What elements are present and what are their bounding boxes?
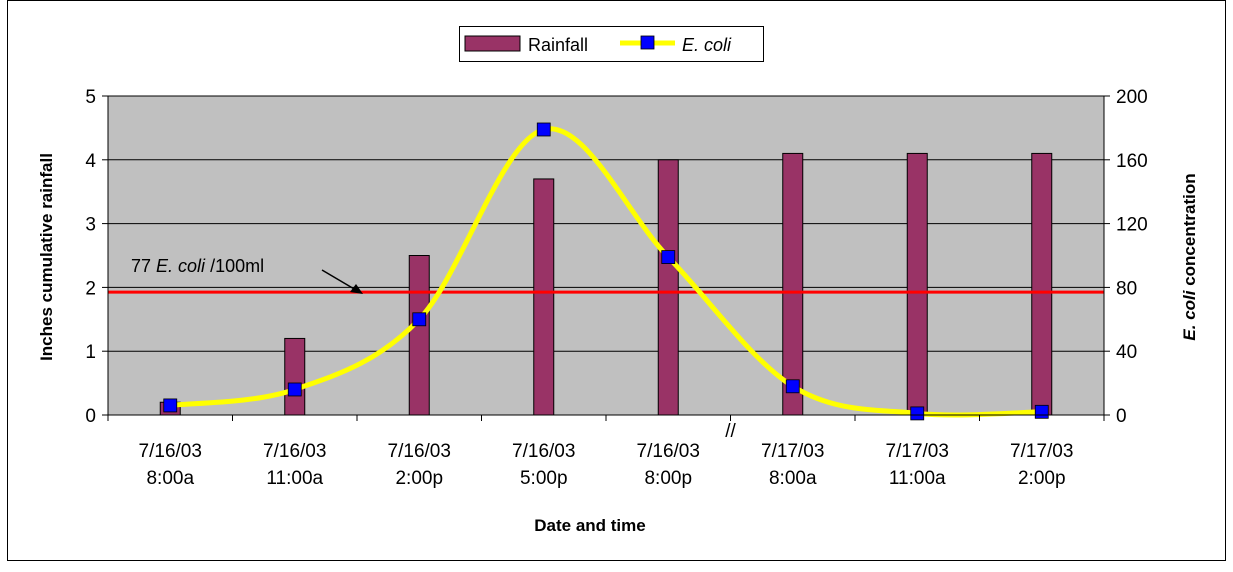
x-axis-title: Date and time [534, 516, 645, 535]
legend-label-ecoli: E. coli [682, 35, 732, 55]
legend-label-rainfall: Rainfall [528, 35, 588, 55]
ecoli-series-line [169, 126, 1042, 418]
right-axis-title-italic: E. coli [1180, 289, 1199, 340]
x-tick-label-line: 5:00p [520, 468, 568, 489]
ecoli-marker [163, 398, 178, 413]
left-tick-label: 0 [85, 406, 96, 427]
left-tick-label: 5 [85, 87, 96, 108]
x-tick-label-line: 8:00a [769, 468, 817, 489]
x-tick-label-line: 8:00a [146, 468, 194, 489]
annotation-prefix: 77 [131, 256, 156, 276]
x-tick-label: 7/16/03 8:00p [637, 441, 700, 489]
left-tick-label: 1 [85, 342, 96, 363]
rainfall-bar [782, 152, 804, 416]
legend-swatch-ecoli-marker [640, 35, 655, 50]
x-tick-label-line: 2:00p [1018, 468, 1066, 489]
plot-area [107, 95, 1105, 416]
rainfall-bar [408, 255, 430, 416]
x-tick-label-line: 7/16/03 [388, 441, 451, 462]
x-tick-label: 7/16/03 2:00p [388, 441, 451, 489]
x-tick-label-line: 8:00p [644, 468, 692, 489]
rainfall-bar [533, 178, 555, 416]
legend: Rainfall E. coli [459, 26, 764, 62]
axis-break-symbol: // [725, 421, 736, 442]
annotation-italic: E. coli [156, 256, 206, 276]
rainfall-bar [284, 337, 306, 416]
left-tick-label: 4 [85, 151, 96, 172]
ecoli-marker [785, 379, 800, 394]
x-tick-label-line: 2:00p [395, 468, 443, 489]
right-axis-ticks: 0 40 80 120 160 200 [1104, 87, 1148, 427]
x-tick-label: 7/16/03 5:00p [512, 441, 575, 489]
ecoli-marker [1034, 404, 1049, 419]
left-tick-label: 2 [85, 278, 96, 299]
ecoli-markers [163, 122, 1049, 421]
right-tick-label: 200 [1116, 87, 1148, 108]
ecoli-marker [536, 122, 551, 137]
rainfall-bar [657, 159, 679, 416]
rainfall-bar [906, 152, 928, 416]
annotation-text: 77 E. coli /100ml [131, 256, 264, 276]
x-tick-label: 7/17/03 11:00a [886, 441, 949, 489]
annotation-arrowhead [350, 284, 363, 294]
x-tick-label-line: 7/16/03 [263, 441, 326, 462]
x-tick-label-line: 11:00a [266, 468, 323, 489]
right-tick-label: 80 [1116, 278, 1137, 299]
ecoli-marker [910, 406, 925, 421]
x-tick-label-line: 7/17/03 [761, 441, 824, 462]
x-tick-label: 7/16/03 11:00a [263, 441, 326, 489]
annotation-suffix: /100ml [205, 256, 264, 276]
rainfall-bar [1031, 152, 1053, 416]
right-axis-title: E. coli concentration [1180, 173, 1199, 340]
rainfall-bars [159, 152, 1053, 416]
x-tick-label-line: 7/17/03 [886, 441, 949, 462]
x-tick-label-line: 7/16/03 [637, 441, 700, 462]
left-axis-ticks: 0 1 2 3 4 5 [85, 87, 108, 427]
right-tick-label: 120 [1116, 215, 1148, 236]
right-axis-title-rest: concentration [1180, 173, 1199, 290]
x-tick-label-line: 11:00a [889, 468, 946, 489]
right-tick-label: 0 [1116, 406, 1127, 427]
gridlines [108, 95, 1104, 352]
x-tick-label-line: 7/16/03 [512, 441, 575, 462]
annotation: 77 E. coli /100ml [131, 256, 363, 294]
ecoli-marker [661, 250, 676, 264]
ecoli-marker [287, 382, 302, 397]
x-tick-label: 7/17/03 8:00a [761, 441, 824, 489]
x-tick-label-line: 7/16/03 [139, 441, 202, 462]
right-tick-label: 160 [1116, 151, 1148, 172]
left-axis-title: Inches cumulative rainfall [37, 153, 56, 361]
left-tick-label: 3 [85, 215, 96, 236]
x-tick-label: 7/16/03 8:00a [139, 441, 202, 489]
ecoli-marker [412, 312, 427, 327]
x-tick-label-line: 7/17/03 [1010, 441, 1073, 462]
x-tick-label: 7/17/03 2:00p [1010, 441, 1073, 489]
legend-swatch-rainfall [464, 35, 521, 52]
right-tick-label: 40 [1116, 342, 1137, 363]
